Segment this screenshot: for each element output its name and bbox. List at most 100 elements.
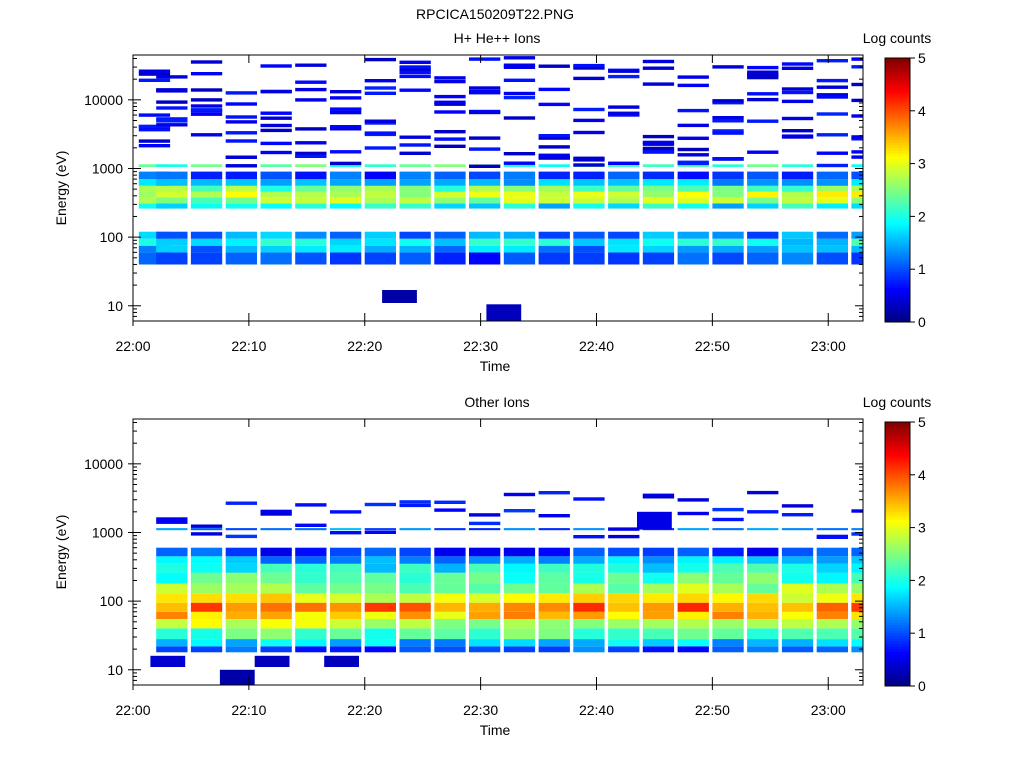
spectrogram-cell [677, 185, 709, 192]
spectrogram-cell [138, 128, 171, 132]
spectrogram-cell [330, 197, 362, 204]
colorbar-swatch [885, 453, 910, 457]
colorbar-swatch [885, 282, 910, 286]
spectrogram-cell [295, 164, 327, 167]
spectrogram-cell [712, 583, 744, 594]
spectrogram-cell [677, 593, 709, 603]
spectrogram-cell [712, 245, 744, 253]
spectrogram-cell [503, 65, 536, 69]
spectrogram-cell [260, 64, 292, 68]
spectrogram-cell [712, 238, 744, 246]
spectrogram-cell [677, 164, 709, 167]
spectrogram-cell [190, 133, 223, 137]
spectrogram-cell [434, 203, 466, 209]
colorbar-swatch [885, 609, 910, 613]
colorbar-swatch [885, 245, 910, 249]
spectrogram-cell [503, 602, 536, 612]
colorbar-swatch [885, 440, 910, 444]
spectrogram-cell [816, 252, 848, 265]
colorbar-swatch [885, 546, 910, 550]
colorbar-swatch [885, 422, 910, 426]
spectrogram-cell [399, 238, 431, 246]
colorbar-swatch [885, 295, 910, 299]
spectrogram-cell [816, 593, 848, 603]
colorbar-swatch [885, 300, 910, 304]
y-tick-label: 10 [107, 662, 123, 678]
spectrogram-cell [364, 618, 396, 629]
colorbar-swatch [885, 285, 910, 289]
colorbar-swatch [885, 63, 910, 67]
colorbar-swatch [885, 577, 910, 581]
spectrogram-cell [712, 572, 744, 584]
spectrogram-cell [747, 191, 779, 198]
spectrogram-cell [190, 563, 223, 573]
spectrogram-cell [138, 245, 171, 253]
spectrogram-cell [434, 618, 466, 629]
spectrogram-cell [747, 171, 779, 180]
spectrogram-cell [225, 139, 257, 143]
spectrogram-cell [712, 65, 744, 69]
spectrogram-cell [190, 245, 223, 253]
spectrogram-cell [642, 646, 675, 653]
colorbar-swatch [885, 105, 910, 109]
spectrogram-cell [138, 238, 171, 246]
spectrogram-cell [225, 618, 257, 629]
spectrogram-cell [260, 231, 292, 239]
spectrogram-cell [330, 639, 362, 647]
colorbar-swatch [885, 612, 910, 616]
spectrogram-cell [816, 602, 848, 612]
spectrogram-cell [399, 646, 431, 653]
spectrogram-cell [747, 556, 779, 564]
spectrogram-cell [469, 185, 501, 192]
spectrogram-cell [538, 179, 570, 186]
spectrogram-cell [538, 64, 570, 68]
spectrogram-cell [538, 171, 570, 180]
spectrogram-cell [295, 203, 327, 209]
spectrogram-cell [190, 618, 223, 629]
spectrogram-cell [434, 238, 466, 246]
spectrogram-cell [190, 547, 223, 557]
colorbar-swatch [885, 535, 910, 539]
spectrogram-cell [364, 86, 396, 90]
spectrogram-cell [260, 185, 292, 192]
colorbar-swatch [885, 511, 910, 515]
colorbar-swatch [885, 226, 910, 230]
spectrogram-cell [260, 238, 292, 246]
spectrogram-cell [608, 185, 640, 192]
spectrogram-cell [190, 252, 223, 265]
spectrogram-cell [330, 191, 362, 198]
spectrogram-cell [190, 532, 223, 536]
colorbar-swatch [885, 303, 910, 307]
spectrogram-cell [712, 101, 744, 105]
spectrogram-cell [156, 171, 188, 180]
spectrogram-cell [364, 203, 396, 209]
spectrogram-cell [781, 593, 814, 603]
spectrogram-cell [538, 185, 570, 192]
spectrogram-cell [816, 133, 848, 137]
spectrogram-cell [503, 91, 536, 96]
x-tick-label: 22:50 [695, 338, 730, 354]
colorbar-swatch [885, 319, 910, 323]
colorbar-tick-label: 2 [918, 572, 926, 588]
spectrogram-cell [225, 556, 257, 564]
spectrogram-cell [399, 547, 431, 557]
colorbar-swatch [885, 675, 910, 679]
colorbar-swatch [885, 153, 910, 157]
spectrogram-cell [190, 556, 223, 564]
spectrogram-cells [150, 490, 863, 685]
spectrogram-cell [712, 171, 744, 180]
spectrogram-cell [573, 528, 605, 531]
spectrogram-cell [399, 171, 431, 180]
spectrogram-cell [712, 517, 744, 522]
colorbar-swatch [885, 187, 910, 191]
spectrogram-cell [330, 510, 362, 514]
spectrogram-cell [712, 639, 744, 647]
colorbar-swatch [885, 427, 910, 431]
spectrogram-cell [538, 618, 570, 629]
spectrogram-cell [642, 231, 675, 239]
spectrogram-cell [295, 87, 327, 92]
spectrogram-cell [434, 252, 466, 265]
spectrogram-cell [677, 231, 709, 239]
spectrogram-cell [399, 556, 431, 564]
colorbar-swatch [885, 311, 910, 315]
